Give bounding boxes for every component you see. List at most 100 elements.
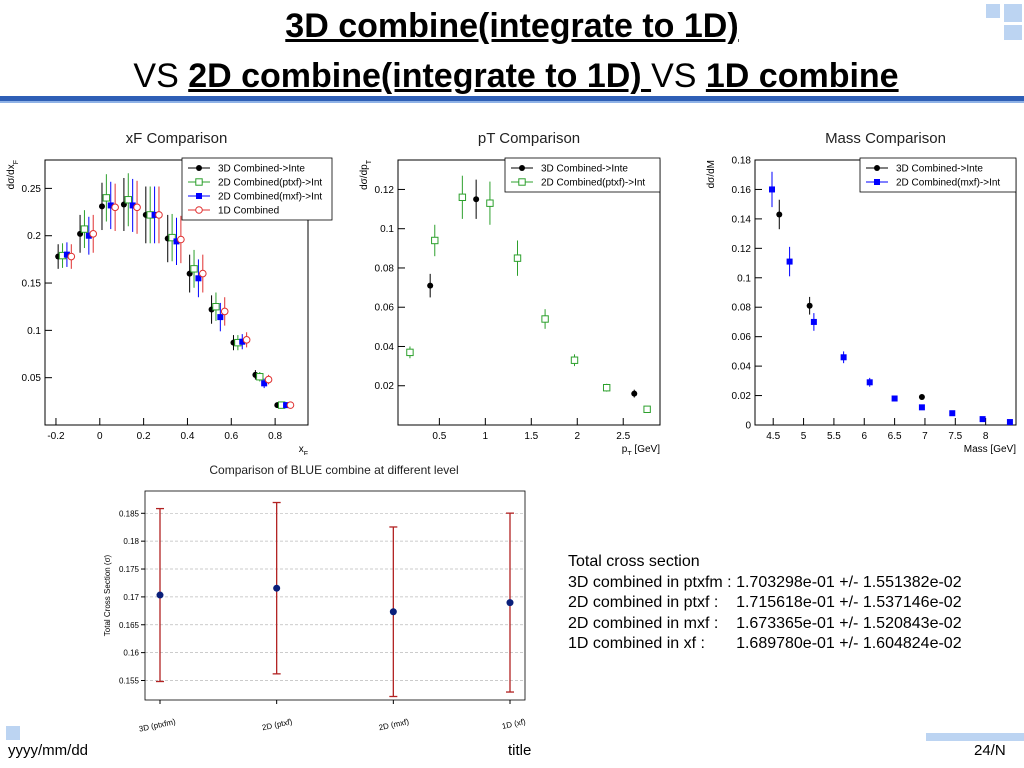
x-tick-label: 5 — [801, 431, 807, 442]
legend-entry: 3D Combined->Inte — [218, 164, 305, 175]
data-point — [283, 402, 290, 409]
data-point — [519, 165, 525, 171]
y-axis-label: dσ/dM — [706, 160, 717, 188]
data-point — [212, 302, 220, 311]
xf-comparison-chart: xF Comparison -0.2 0 0.2 0.4 0.6 0.8 0.05 0.1 0.1… — [6, 130, 333, 455]
cross-section-row: 2D combined in mxf : 1.673365e-01 +/- 1.… — [568, 614, 962, 632]
data-point — [486, 199, 494, 207]
chart-title: xF Comparison — [126, 130, 228, 147]
data-point — [111, 203, 119, 212]
y-tick-label: 0.02 — [375, 381, 395, 392]
data-point — [389, 608, 397, 616]
x-tick-label: 1D (xf) — [501, 717, 527, 731]
data-point — [177, 235, 185, 244]
legend-entry: 2D Combined(ptxf)->Int — [218, 178, 322, 189]
data-point — [602, 384, 611, 392]
data-point — [195, 275, 202, 282]
data-point — [776, 211, 783, 218]
plot-frame — [144, 490, 526, 701]
data-point — [570, 356, 579, 364]
data-point — [63, 251, 70, 258]
y-tick-label: 0.15 — [22, 279, 42, 290]
data-point — [89, 230, 98, 238]
data-point — [866, 379, 873, 386]
x-tick-label: 5.5 — [827, 431, 841, 442]
data-point — [98, 203, 105, 210]
x-tick-label: 0 — [97, 431, 103, 442]
x-tick-label: -0.2 — [47, 431, 65, 442]
y-tick-label: 0.18 — [732, 156, 752, 167]
plot-frame — [44, 159, 309, 426]
blue-combine-chart: Comparison of BLUE combine at different … — [103, 463, 527, 734]
data-point — [133, 203, 141, 212]
data-point — [631, 390, 638, 397]
y-axis-label: Total Cross Section (σ) — [103, 554, 112, 636]
slide-title-line2: VS 2D combine(integrate to 1D) VS 1D com… — [8, 56, 1024, 96]
data-point — [190, 265, 198, 273]
data-point — [786, 258, 793, 265]
x-tick-label: 2.5 — [616, 431, 630, 442]
data-point — [261, 380, 268, 387]
data-point — [918, 394, 925, 401]
y-tick-label: 0.06 — [375, 303, 395, 314]
data-point — [85, 232, 92, 239]
y-tick-label: 0.05 — [22, 373, 42, 384]
y-tick-label: 0 — [745, 421, 751, 432]
y-tick-label: 0.08 — [375, 263, 395, 274]
pt-comparison-chart: pT Comparison 0.5 1 1.5 2 2.5 0.02 0.04 0.06 0.08… — [359, 130, 661, 455]
legend-entry: 3D Combined->Inte — [541, 164, 628, 175]
plot-frame — [397, 159, 661, 426]
data-point — [810, 318, 817, 325]
x-tick-label: 8 — [983, 431, 989, 442]
footer-bar-decoration — [926, 733, 1024, 741]
corner-squares-decoration — [986, 4, 1022, 40]
y-tick-label: 0.12 — [732, 244, 752, 255]
legend-entry: 1D Combined — [218, 206, 279, 217]
x-tick-label: 6.5 — [888, 431, 902, 442]
cross-section-heading: Total cross section — [568, 553, 700, 570]
cross-section-summary: Total cross section 3D combined in ptxfm… — [568, 552, 962, 655]
chart-title: Comparison of BLUE combine at different … — [209, 463, 458, 477]
x-tick-label: 3D (ptxfm) — [138, 717, 177, 734]
mass-comparison-chart: Mass Comparison 4.5 5 5.5 6 6.5 7 7.5 8 0 0.02 0.04… — [706, 130, 1017, 455]
x-tick-label: 4.5 — [766, 431, 780, 442]
y-tick-label: 0.18 — [123, 537, 139, 546]
data-point — [458, 193, 467, 201]
data-point — [156, 591, 164, 599]
title-rule-light — [0, 101, 1024, 103]
data-point — [518, 178, 526, 186]
data-point — [264, 375, 273, 384]
x-tick-label: 2 — [574, 431, 580, 442]
x-tick-label: 0.8 — [268, 431, 282, 442]
cross-section-row: 3D combined in ptxfm : 1.703298e-01 +/- … — [568, 573, 962, 591]
data-point — [196, 165, 202, 171]
y-tick-label: 0.1 — [380, 224, 394, 235]
data-point — [239, 338, 246, 345]
data-point — [199, 269, 207, 278]
y-tick-label: 0.175 — [119, 565, 140, 574]
y-tick-label: 0.1 — [737, 273, 751, 284]
slide-title-line1: 3D combine(integrate to 1D) — [285, 7, 739, 45]
data-point — [891, 395, 898, 402]
y-tick-label: 0.04 — [732, 362, 752, 373]
data-point — [979, 416, 986, 423]
y-axis-label: dσ/dpT — [359, 159, 373, 190]
y-tick-label: 0.185 — [119, 509, 140, 518]
footer-page-number: 24/N — [974, 742, 1006, 759]
y-tick-label: 0.16 — [732, 185, 752, 196]
x-tick-label: 2D (mxf) — [378, 717, 410, 732]
y-axis-label: dσ/dxF — [6, 160, 20, 189]
data-point — [874, 179, 880, 185]
x-tick-label: 0.4 — [181, 431, 195, 442]
y-tick-label: 0.02 — [732, 391, 752, 402]
x-axis-label: xF — [299, 444, 308, 455]
data-point — [273, 584, 281, 592]
legend-entry: 2D Combined(mxf)->Int — [218, 192, 322, 203]
footer-title: title — [508, 742, 532, 759]
title-rule — [0, 96, 1024, 101]
data-point — [217, 314, 224, 321]
data-point — [874, 165, 880, 171]
data-point — [129, 202, 136, 209]
data-point — [80, 225, 89, 233]
y-tick-label: 0.2 — [27, 231, 41, 242]
